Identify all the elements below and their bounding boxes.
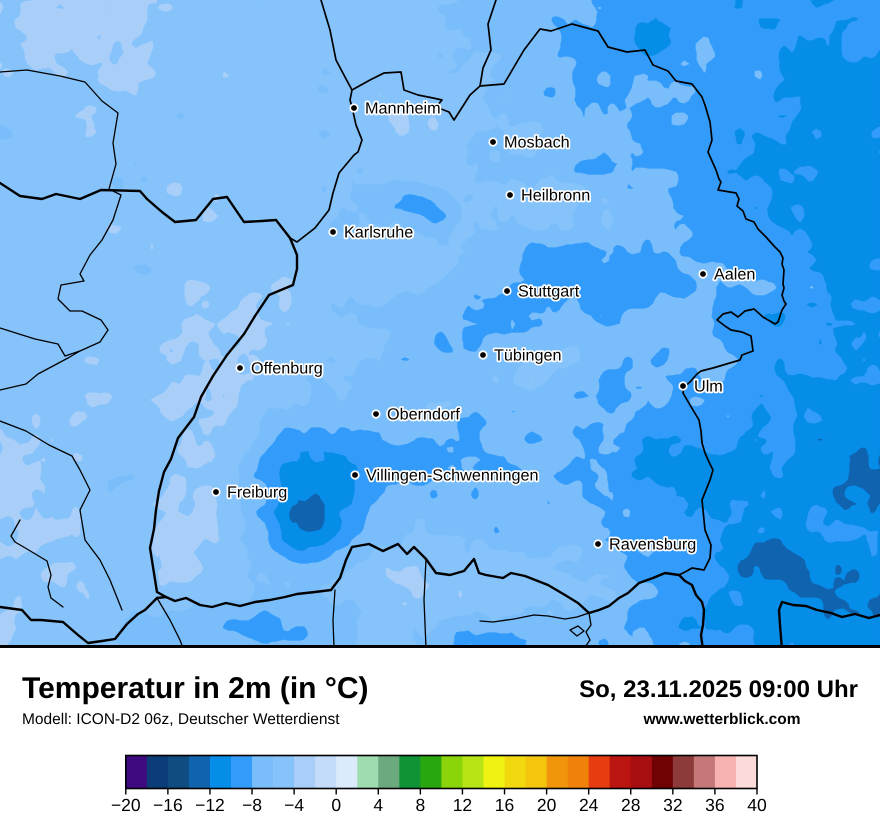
svg-text:0: 0 <box>331 795 341 815</box>
svg-text:40: 40 <box>747 795 767 815</box>
svg-text:Ravensburg: Ravensburg <box>609 536 696 554</box>
svg-text:−20: −20 <box>111 795 141 815</box>
svg-text:20: 20 <box>537 795 557 815</box>
svg-text:Offenburg: Offenburg <box>251 360 323 378</box>
svg-text:Karlsruhe: Karlsruhe <box>344 224 413 242</box>
svg-text:Heilbronn: Heilbronn <box>521 187 590 205</box>
svg-text:Ulm: Ulm <box>694 378 723 396</box>
svg-text:−16: −16 <box>153 795 183 815</box>
svg-text:32: 32 <box>663 795 682 815</box>
svg-text:16: 16 <box>495 795 514 815</box>
svg-text:−4: −4 <box>284 795 304 815</box>
svg-text:28: 28 <box>621 795 640 815</box>
svg-text:Oberndorf: Oberndorf <box>387 406 460 424</box>
svg-text:24: 24 <box>579 795 599 815</box>
svg-text:www.wetterblick.com: www.wetterblick.com <box>642 711 800 728</box>
svg-text:12: 12 <box>453 795 472 815</box>
svg-text:Mosbach: Mosbach <box>504 134 570 152</box>
svg-text:So, 23.11.2025 09:00 Uhr: So, 23.11.2025 09:00 Uhr <box>579 676 858 703</box>
svg-text:Tübingen: Tübingen <box>494 347 562 365</box>
svg-text:4: 4 <box>373 795 383 815</box>
svg-text:36: 36 <box>705 795 724 815</box>
svg-text:Villingen-Schwenningen: Villingen-Schwenningen <box>366 467 539 485</box>
svg-text:Freiburg: Freiburg <box>227 484 287 502</box>
svg-text:Temperatur in 2m (in °C): Temperatur in 2m (in °C) <box>22 672 368 705</box>
svg-text:Stuttgart: Stuttgart <box>518 283 580 301</box>
svg-text:−8: −8 <box>242 795 262 815</box>
svg-text:8: 8 <box>415 795 425 815</box>
svg-text:−12: −12 <box>195 795 225 815</box>
svg-text:Aalen: Aalen <box>714 266 755 284</box>
svg-text:Mannheim: Mannheim <box>365 100 441 118</box>
svg-text:Modell: ICON-D2 06z, Deutscher: Modell: ICON-D2 06z, Deutscher Wetterdie… <box>22 711 340 728</box>
